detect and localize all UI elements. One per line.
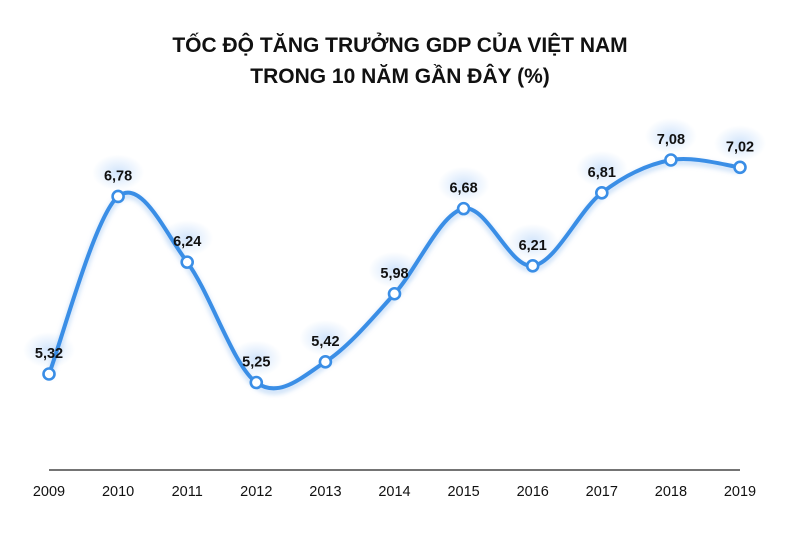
data-label-2019: 7,02	[726, 139, 754, 155]
data-point-2009	[42, 367, 56, 381]
x-tick-label-2015: 2015	[447, 484, 479, 500]
data-label-2011: 6,24	[173, 234, 201, 250]
data-point-2017	[594, 186, 609, 200]
data-label-glow	[299, 319, 352, 356]
x-tick-label-2009: 2009	[33, 484, 65, 500]
data-label-2013: 5,42	[311, 334, 339, 350]
data-label-2017: 6,81	[588, 165, 616, 181]
data-label-2014: 5,98	[380, 266, 408, 282]
data-point-2012	[249, 375, 264, 390]
data-label-glow	[644, 118, 697, 154]
x-tick-label-2011: 2011	[172, 484, 203, 500]
x-tick-label-2018: 2018	[655, 484, 687, 500]
data-label-2009: 5,32	[35, 346, 63, 362]
x-tick-label-2014: 2014	[378, 484, 410, 500]
data-point-2019	[733, 160, 747, 175]
data-point-2011	[180, 255, 194, 269]
x-tick-label-2019: 2019	[724, 484, 756, 500]
data-label-glow	[92, 154, 145, 191]
x-tick-label-2017: 2017	[586, 484, 618, 500]
data-label-glow	[437, 166, 490, 203]
x-tick-label-2010: 2010	[102, 484, 134, 500]
data-label-glow	[714, 125, 766, 162]
data-label-glow	[506, 223, 559, 260]
data-label-glow	[575, 150, 628, 187]
chart-title-line-2: TRONG 10 NĂM GẦN ĐÂY (%)	[250, 65, 550, 88]
data-point-2016	[525, 258, 540, 273]
data-point-2010	[111, 189, 125, 204]
chart-title: TỐC ĐỘ TĂNG TRƯỞNG GDP CỦA VIỆT NAM TRON…	[0, 30, 800, 92]
data-point-2015	[456, 201, 471, 216]
data-label-2016: 6,21	[519, 238, 547, 254]
x-tick-label-2016: 2016	[517, 484, 549, 500]
data-label-2018: 7,08	[657, 132, 685, 148]
x-tick-label-2013: 2013	[309, 484, 341, 500]
x-tick-label-2012: 2012	[240, 484, 272, 500]
data-point-2018	[664, 153, 678, 167]
data-label-2010: 6,78	[104, 168, 132, 184]
data-label-2012: 5,25	[242, 355, 270, 371]
data-point-2014	[387, 286, 402, 301]
chart-title-line-1: TỐC ĐỘ TĂNG TRƯỞNG GDP CỦA VIỆT NAM	[172, 34, 628, 57]
data-label-2015: 6,68	[449, 181, 477, 197]
data-point-2013	[318, 355, 333, 369]
